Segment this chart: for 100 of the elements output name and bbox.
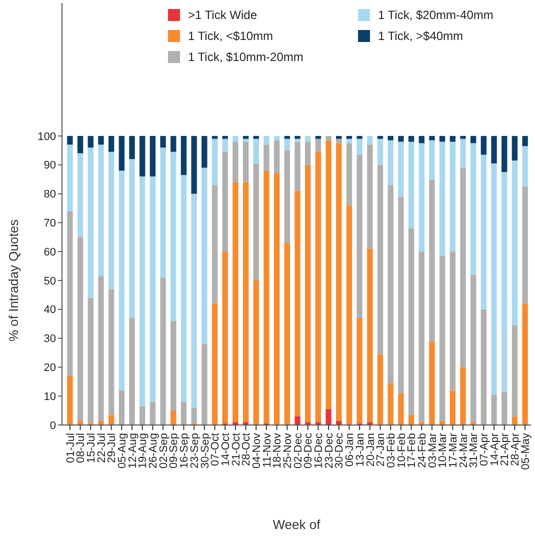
bar (140, 136, 146, 176)
bar (232, 142, 238, 182)
bar (429, 136, 435, 140)
y-tick-label: 80 (44, 188, 56, 201)
x-tick-label: 12-Aug (126, 433, 139, 468)
legend-label: 1 Tick, $20mm-40mm (378, 8, 494, 22)
bar (284, 150, 290, 243)
bar (305, 142, 311, 165)
bar (150, 176, 156, 402)
x-tick-label: 21-Apr (499, 432, 512, 466)
x-tick-label: 27-Jan (375, 433, 388, 467)
bar (191, 408, 197, 424)
x-tick-label: 03-Feb (385, 433, 398, 468)
bar (129, 136, 135, 160)
bar (212, 136, 218, 139)
bar (388, 383, 394, 425)
bar (77, 153, 84, 238)
bar (222, 252, 228, 424)
bar (356, 138, 362, 155)
bar (140, 406, 146, 425)
bar (512, 136, 518, 161)
bar (222, 136, 228, 139)
x-tick-label: 13-Jan (354, 433, 366, 467)
bar (212, 304, 218, 425)
bar (460, 136, 466, 139)
bar (140, 176, 146, 406)
bar (388, 185, 394, 384)
x-tick-label: 16-Sep (178, 433, 191, 468)
bar (315, 152, 322, 422)
x-tick-label: 31-Mar (468, 432, 480, 468)
bar (222, 138, 228, 152)
y-axis-title: % of Intraday Quotes (6, 218, 21, 342)
bar (242, 142, 249, 182)
x-tick-label: 07-Oct (210, 433, 222, 466)
y-tick-label: 70 (44, 218, 56, 230)
bar (294, 142, 300, 191)
x-tick-label: 17-Feb (406, 433, 418, 468)
legend-label: 1 Tick, >$40mm (378, 29, 464, 44)
bar (439, 256, 446, 421)
x-tick-label: 02-Dec (292, 432, 304, 468)
bar (522, 186, 528, 304)
bar (429, 341, 435, 425)
bar (388, 136, 394, 140)
bar (367, 248, 373, 422)
bar (202, 168, 208, 344)
bar (377, 136, 384, 139)
bar (180, 174, 187, 402)
y-tick-label: 10 (44, 390, 56, 403)
bar (67, 144, 73, 212)
bar (232, 182, 238, 422)
bar (170, 320, 176, 411)
x-tick-label: 25-Nov (282, 432, 294, 468)
y-tick-label: 90 (44, 160, 56, 172)
bar (418, 143, 424, 252)
bar (450, 252, 456, 390)
y-tick-label: 60 (44, 246, 56, 258)
bar (377, 138, 384, 165)
bar (253, 280, 259, 425)
bar (408, 414, 414, 425)
x-tick-label: 07-Apr (478, 432, 491, 466)
x-tick-label: 23-Dec (323, 432, 336, 468)
bar (305, 164, 311, 422)
x-tick-label: 28-Oct (240, 433, 253, 466)
x-tick-label: 24-Feb (416, 433, 428, 468)
bar (336, 143, 342, 421)
bar (160, 136, 166, 148)
bar (118, 170, 125, 390)
bar (242, 136, 249, 139)
x-tick-label: 20-Jan (364, 433, 377, 467)
bar (274, 174, 280, 425)
bar (398, 136, 404, 142)
bar (377, 354, 384, 425)
x-tick-label: 04-Nov (250, 432, 263, 468)
bar (315, 136, 322, 139)
bar (398, 393, 404, 425)
x-tick-label: 22-Jul (96, 433, 108, 463)
bar (450, 390, 456, 425)
bar (294, 136, 300, 139)
bar (77, 136, 84, 154)
x-tick-label: 24-Mar (458, 432, 470, 468)
bar (491, 136, 497, 164)
bar (502, 172, 508, 392)
bar (470, 274, 476, 422)
bar (108, 289, 114, 415)
bar (367, 136, 373, 145)
bar (180, 402, 187, 425)
bar (377, 164, 384, 354)
bar (202, 136, 208, 168)
bar (367, 144, 373, 249)
bar (346, 143, 352, 206)
legend-label: 1 Tick, $10mm-20mm (188, 50, 304, 64)
y-tick-label: 20 (44, 362, 56, 374)
x-axis-title: Week of (272, 517, 321, 532)
bar (150, 136, 156, 176)
bar (460, 168, 466, 368)
bar (160, 278, 166, 425)
bar (502, 136, 508, 172)
bar (242, 182, 249, 422)
x-tick-label: 30-Sep (199, 433, 212, 468)
x-tick-label: 26-Aug (148, 433, 160, 468)
